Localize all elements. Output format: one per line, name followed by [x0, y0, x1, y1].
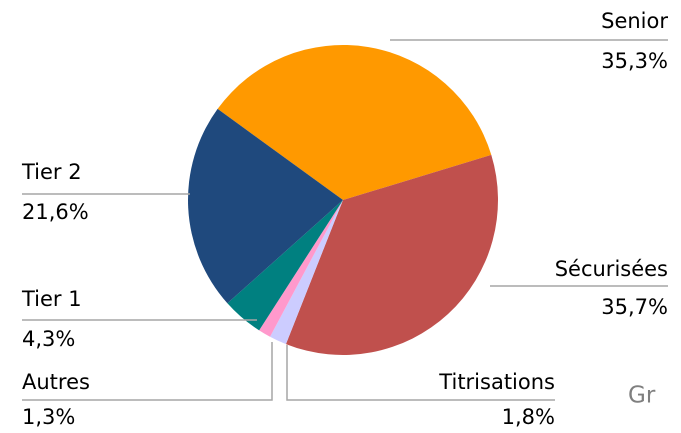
pie-slice — [259, 200, 343, 337]
slice-value-label: 1,3% — [22, 405, 75, 429]
slice-label: Senior — [601, 9, 668, 33]
leader-line — [286, 345, 555, 401]
pie-slice — [187, 108, 343, 304]
slice-label: Tier 1 — [21, 287, 82, 311]
pie-slice — [227, 200, 343, 331]
slice-label: Titrisations — [438, 370, 555, 394]
pie-slice — [270, 200, 343, 345]
cut-off-text: Gr — [628, 383, 656, 409]
slice-label: Sécurisées — [555, 257, 668, 281]
slice-label: Tier 2 — [21, 160, 82, 184]
slice-value-label: 1,8% — [502, 405, 555, 429]
slice-value-label: 21,6% — [22, 200, 89, 224]
pie-slice — [285, 154, 498, 355]
slice-value-label: 35,7% — [601, 295, 668, 319]
leader-line — [22, 342, 273, 401]
slice-label: Autres — [22, 370, 90, 394]
slice-value-label: 35,3% — [601, 49, 668, 73]
slice-value-label: 4,3% — [22, 327, 75, 351]
pie-slice — [217, 44, 492, 201]
